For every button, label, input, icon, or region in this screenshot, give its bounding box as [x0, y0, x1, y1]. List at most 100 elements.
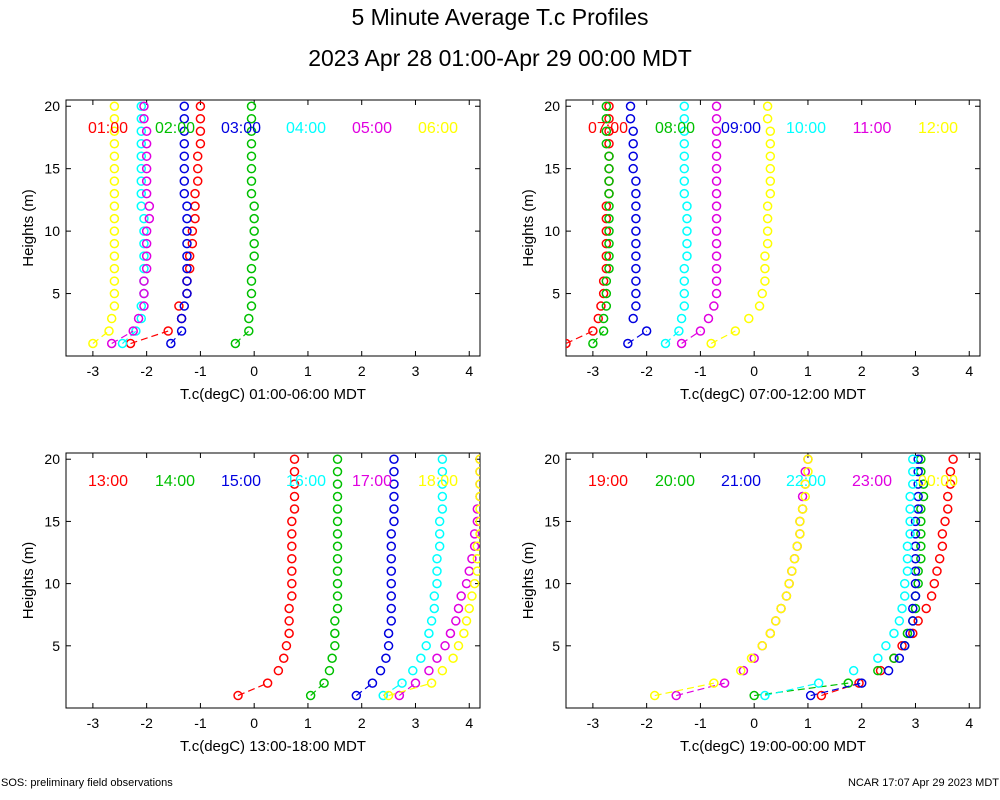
- y-axis-label: Heights (m): [20, 189, 37, 267]
- x-tick-label: 2: [858, 715, 866, 731]
- data-point: [601, 288, 612, 299]
- data-point: [918, 491, 929, 502]
- legend-entry: 08:00: [655, 120, 695, 137]
- data-point: [386, 603, 397, 614]
- data-point: [908, 479, 918, 489]
- data-point: [440, 641, 450, 651]
- data-point: [765, 126, 776, 136]
- data-point: [765, 628, 776, 639]
- data-point: [649, 690, 660, 701]
- y-tick-label: 5: [52, 638, 60, 654]
- series-connector: [388, 682, 432, 697]
- data-point: [762, 113, 773, 124]
- series-connector: [665, 330, 680, 344]
- series-0800: [588, 101, 614, 349]
- data-point: [246, 126, 257, 136]
- x-tick-label: -3: [87, 715, 100, 731]
- y-axis-label: Heights (m): [520, 189, 537, 267]
- data-point: [910, 516, 921, 527]
- x-tick-label: 2: [858, 363, 866, 379]
- series-connector: [122, 330, 137, 344]
- series-0500: [106, 101, 155, 349]
- data-point: [332, 529, 343, 539]
- data-point: [765, 176, 776, 186]
- y-tick-label: 5: [552, 286, 560, 302]
- data-point: [628, 151, 638, 161]
- data-point: [805, 690, 816, 701]
- data-point: [604, 263, 614, 274]
- data-point: [598, 326, 609, 336]
- data-point: [905, 504, 915, 514]
- data-point: [902, 628, 913, 639]
- data-point: [424, 665, 434, 676]
- data-point: [719, 678, 730, 688]
- data-point: [682, 201, 692, 211]
- data-point: [601, 263, 612, 274]
- data-point: [631, 201, 641, 211]
- legend-entry: 16:00: [286, 473, 326, 490]
- data-point: [905, 491, 915, 502]
- data-point: [386, 553, 397, 564]
- x-tick-label: -2: [640, 363, 653, 379]
- data-point: [856, 678, 867, 688]
- data-point: [641, 326, 652, 336]
- x-tick-label: 1: [304, 715, 312, 731]
- data-point: [144, 213, 155, 224]
- data-point: [109, 213, 120, 224]
- series-group: [649, 454, 958, 701]
- data-point: [711, 251, 722, 261]
- data-point: [781, 591, 792, 601]
- data-point: [711, 226, 722, 236]
- data-point: [141, 138, 152, 149]
- y-tick-label: 10: [44, 223, 60, 239]
- data-point: [746, 653, 757, 663]
- data-point: [908, 616, 918, 626]
- series-connector: [566, 330, 594, 345]
- data-point: [386, 591, 397, 601]
- data-point: [789, 553, 800, 564]
- data-point: [910, 591, 921, 601]
- data-point: [940, 516, 950, 527]
- plot-frame: [65, 452, 481, 709]
- data-point: [136, 176, 147, 186]
- data-point: [913, 454, 923, 464]
- data-point: [813, 678, 824, 688]
- data-point: [136, 113, 147, 124]
- series-0100: [125, 101, 206, 349]
- series-1600: [378, 454, 448, 701]
- data-point: [623, 338, 633, 349]
- y-tick-label: 15: [44, 161, 60, 177]
- data-point: [913, 566, 923, 576]
- data-point: [244, 326, 254, 336]
- data-point: [899, 591, 910, 601]
- series-connector: [654, 682, 714, 697]
- x-tick-label: -1: [694, 715, 707, 731]
- data-point: [179, 151, 190, 161]
- series-1500: [351, 454, 399, 701]
- data-point: [897, 641, 907, 651]
- x-tick-label: 4: [465, 715, 473, 731]
- data-point: [628, 163, 638, 174]
- data-point: [945, 466, 956, 477]
- data-point: [631, 263, 641, 274]
- data-point: [284, 603, 294, 614]
- data-point: [332, 516, 343, 527]
- data-point: [679, 113, 690, 124]
- data-point: [628, 126, 638, 136]
- series-group: [233, 454, 480, 701]
- data-point: [246, 288, 257, 299]
- x-axis-label: T.c(degC) 07:00-12:00 MDT: [680, 386, 866, 403]
- y-axis-label: Heights (m): [520, 542, 537, 620]
- data-point: [816, 690, 827, 701]
- data-point: [174, 301, 184, 311]
- series-connector: [355, 682, 373, 697]
- data-point: [246, 113, 257, 124]
- data-point: [246, 163, 257, 174]
- data-point: [913, 616, 923, 626]
- data-point: [566, 338, 571, 349]
- legend-entry: 01:00: [88, 120, 128, 137]
- data-point: [711, 176, 722, 186]
- series-connector: [130, 330, 169, 345]
- data-point: [432, 566, 442, 576]
- page-title: 5 Minute Average T.c Profiles: [351, 4, 649, 30]
